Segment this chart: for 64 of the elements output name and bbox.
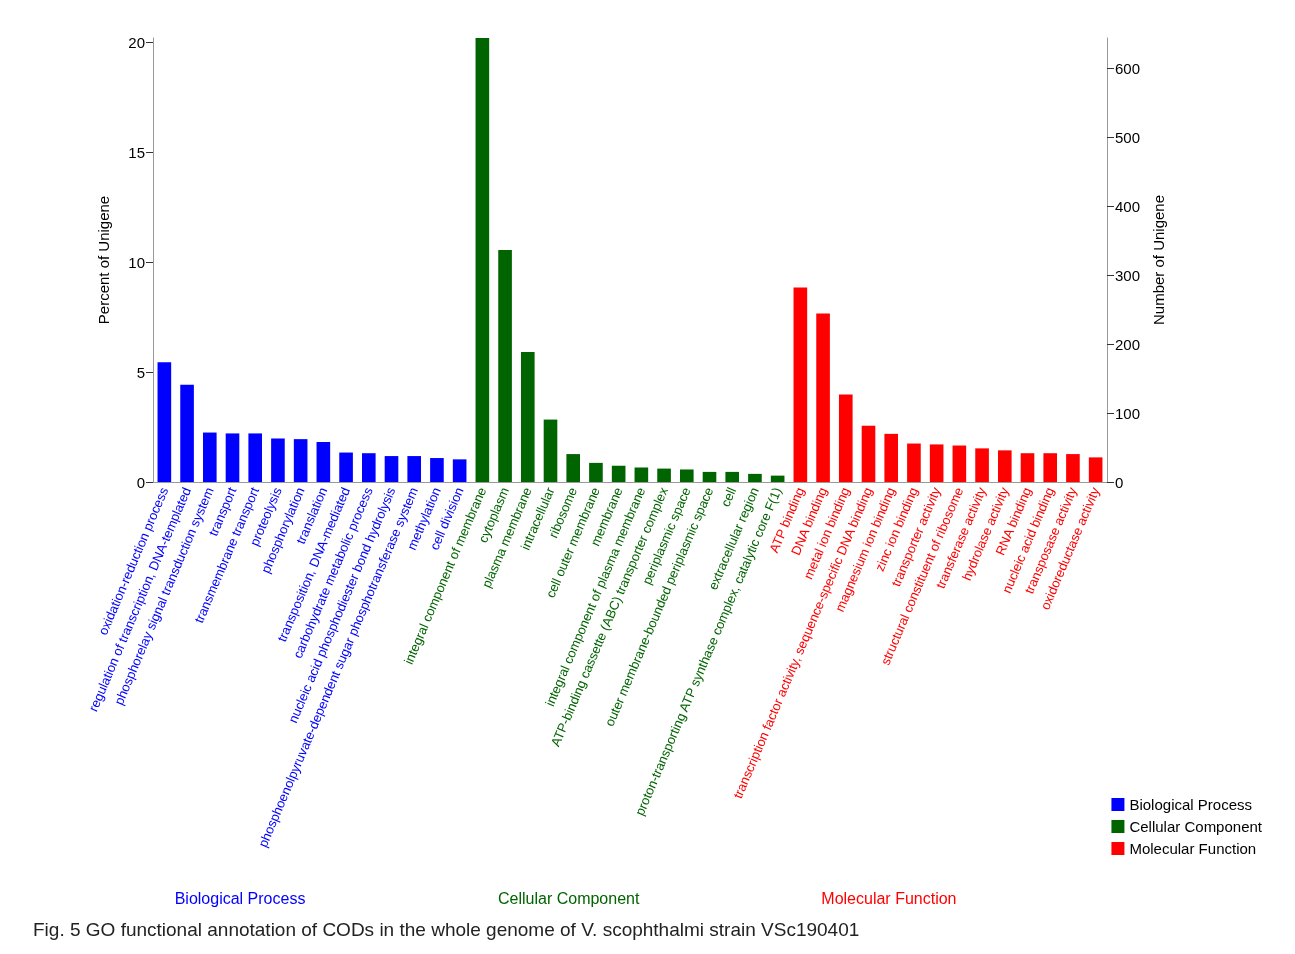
text: Molecular Function: [821, 889, 957, 907]
y2-tick-label: 500: [1115, 128, 1141, 146]
bar: [543, 419, 558, 482]
legend-label: Biological Process: [1129, 796, 1252, 813]
y-tick-label: 0: [136, 473, 145, 491]
bar: [702, 471, 717, 482]
bar: [929, 444, 944, 482]
bar: [520, 351, 535, 482]
bar: [793, 287, 808, 482]
bar: [1043, 453, 1058, 482]
bar: [611, 465, 626, 482]
bar: [838, 394, 853, 482]
y-tick-label: 5: [136, 363, 145, 381]
legend-label: Molecular Function: [1129, 840, 1257, 857]
bar: [975, 448, 989, 482]
y2-tick-label: 100: [1115, 404, 1141, 422]
y2-tick-label: 0: [1115, 473, 1124, 491]
y-tick-label: 10: [128, 253, 145, 271]
bar: [384, 456, 399, 482]
bar: [1088, 457, 1103, 482]
bar: [180, 384, 194, 482]
legend-label: Cellular Component: [1129, 818, 1263, 835]
y-axis-title: Percent of Unigene: [95, 195, 112, 325]
bar: [861, 425, 876, 482]
y-tick-label: 20: [128, 33, 145, 51]
bar: [339, 452, 353, 482]
bar: [725, 471, 740, 482]
bar: [997, 450, 1012, 482]
bar: [293, 439, 308, 482]
bar: [1020, 453, 1035, 482]
y2-tick-label: 400: [1115, 197, 1141, 215]
y2-tick-label: 600: [1115, 59, 1141, 77]
bar: [748, 473, 762, 482]
bar: [361, 453, 376, 482]
bar: [225, 433, 240, 482]
bar: [452, 459, 467, 482]
bar: [679, 469, 694, 482]
y-tick-label: 15: [128, 143, 145, 161]
y2-tick-label: 300: [1115, 266, 1141, 284]
bar: [816, 313, 830, 482]
caption: Fig. 5 GO functional annotation of CODs in the whole genome of V. scophthalmi strain VSc190401: [33, 919, 860, 940]
text: Cellular Component: [498, 889, 640, 907]
bar: [430, 458, 444, 482]
bar: [1066, 454, 1080, 482]
bar: [157, 362, 172, 482]
bar: [634, 467, 649, 482]
bar: [952, 445, 967, 482]
x-tick-label: cell: [717, 484, 740, 509]
bar: [589, 462, 603, 482]
bar: [657, 468, 671, 482]
bar: [316, 442, 331, 482]
bar: [566, 454, 581, 482]
bar: [407, 456, 422, 482]
bar: [498, 249, 512, 482]
bar: [770, 475, 785, 482]
bar: [202, 432, 217, 482]
bar: [271, 438, 285, 482]
bar: [884, 433, 899, 482]
text: Biological Process: [174, 889, 306, 907]
bar: [475, 38, 490, 482]
y2-axis-title: Number of Unigene: [1149, 194, 1167, 326]
y2-tick-label: 200: [1115, 335, 1141, 353]
bar: [907, 443, 921, 482]
bar: [248, 433, 263, 482]
